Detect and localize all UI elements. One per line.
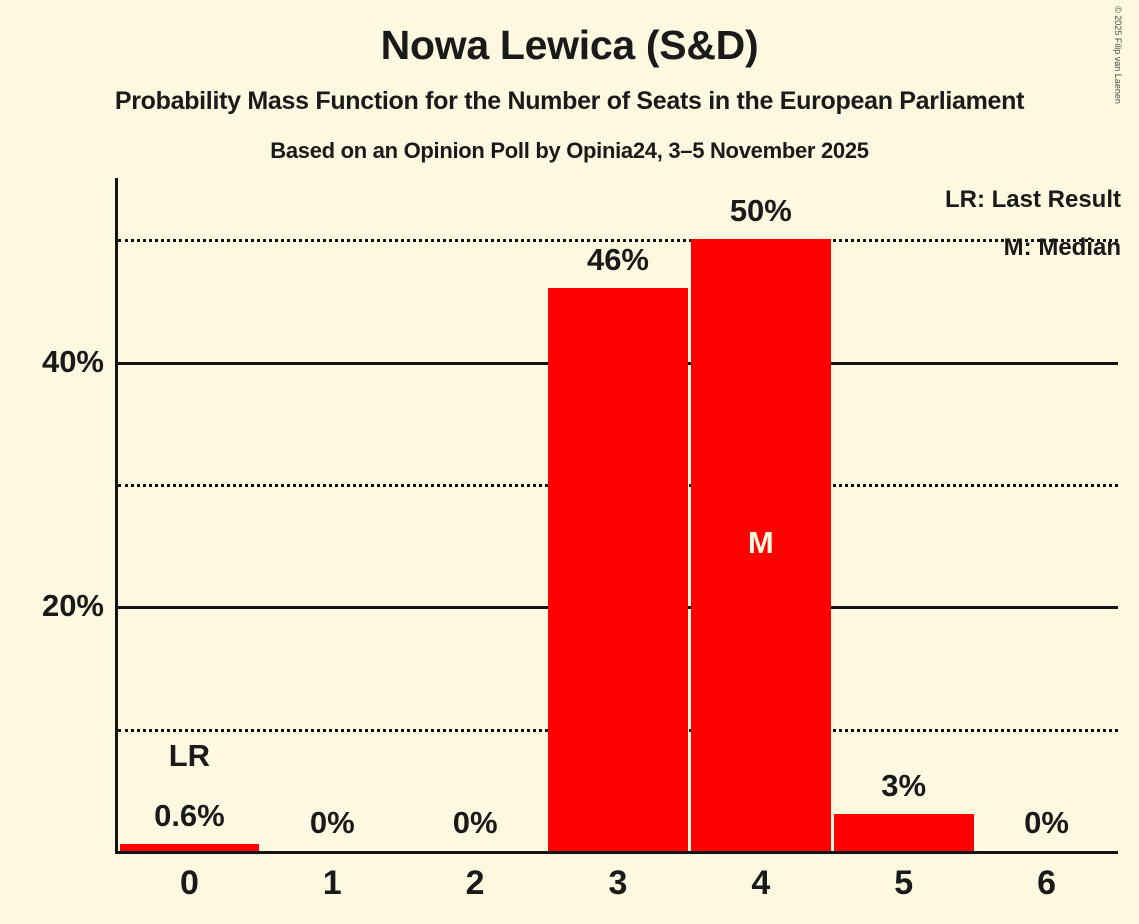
x-axis-line xyxy=(115,851,1118,854)
y-axis-line xyxy=(115,178,118,854)
bar-value-label-4: 50% xyxy=(729,193,792,229)
bar-value-label-0: 0.6% xyxy=(154,797,225,833)
x-tick-label-4: 4 xyxy=(751,864,771,902)
bar-value-label-3: 46% xyxy=(586,242,649,278)
y-tick-label-20%: 20% xyxy=(41,588,104,624)
chart-source-note: Based on an Opinion Poll by Opinia24, 3–… xyxy=(270,138,869,163)
y-tick-label-40%: 40% xyxy=(41,343,104,379)
x-tick-label-5: 5 xyxy=(894,864,914,902)
plot-area: 20% 40% 0.6% LR 0% 0% 46% M 50% 3% 0% 0 1 2 3 4 5 6 xyxy=(42,178,1118,902)
page-title: Nowa Lewica (S&D) xyxy=(380,22,759,68)
bar-seats-0[interactable] xyxy=(119,843,260,851)
bar-seats-5[interactable] xyxy=(833,814,974,851)
bar-value-label-1: 0% xyxy=(309,805,355,840)
bar-value-label-5: 3% xyxy=(881,768,927,804)
bar-seats-3[interactable] xyxy=(548,288,688,851)
x-tick-label-6: 6 xyxy=(1037,864,1057,902)
bar-value-label-6: 0% xyxy=(1024,805,1069,840)
legend-median: M: Median xyxy=(1003,234,1121,261)
bar-seats-4[interactable]: M xyxy=(690,239,831,851)
x-tick-label-1: 1 xyxy=(322,864,342,902)
gridline-dotted-50 xyxy=(118,239,1118,243)
x-tick-label-3: 3 xyxy=(608,864,628,902)
copyright-notice: © 2025 Filip van Laenen xyxy=(1113,6,1123,104)
chart-subtitle: Probability Mass Function for the Number… xyxy=(114,87,1025,115)
x-tick-label-2: 2 xyxy=(465,864,485,902)
last-result-marker: LR xyxy=(168,737,211,773)
bar-value-label-2: 0% xyxy=(452,805,498,840)
median-marker: M xyxy=(747,525,774,561)
x-tick-label-0: 0 xyxy=(179,864,199,902)
legend-last-result: LR: Last Result xyxy=(944,186,1121,213)
